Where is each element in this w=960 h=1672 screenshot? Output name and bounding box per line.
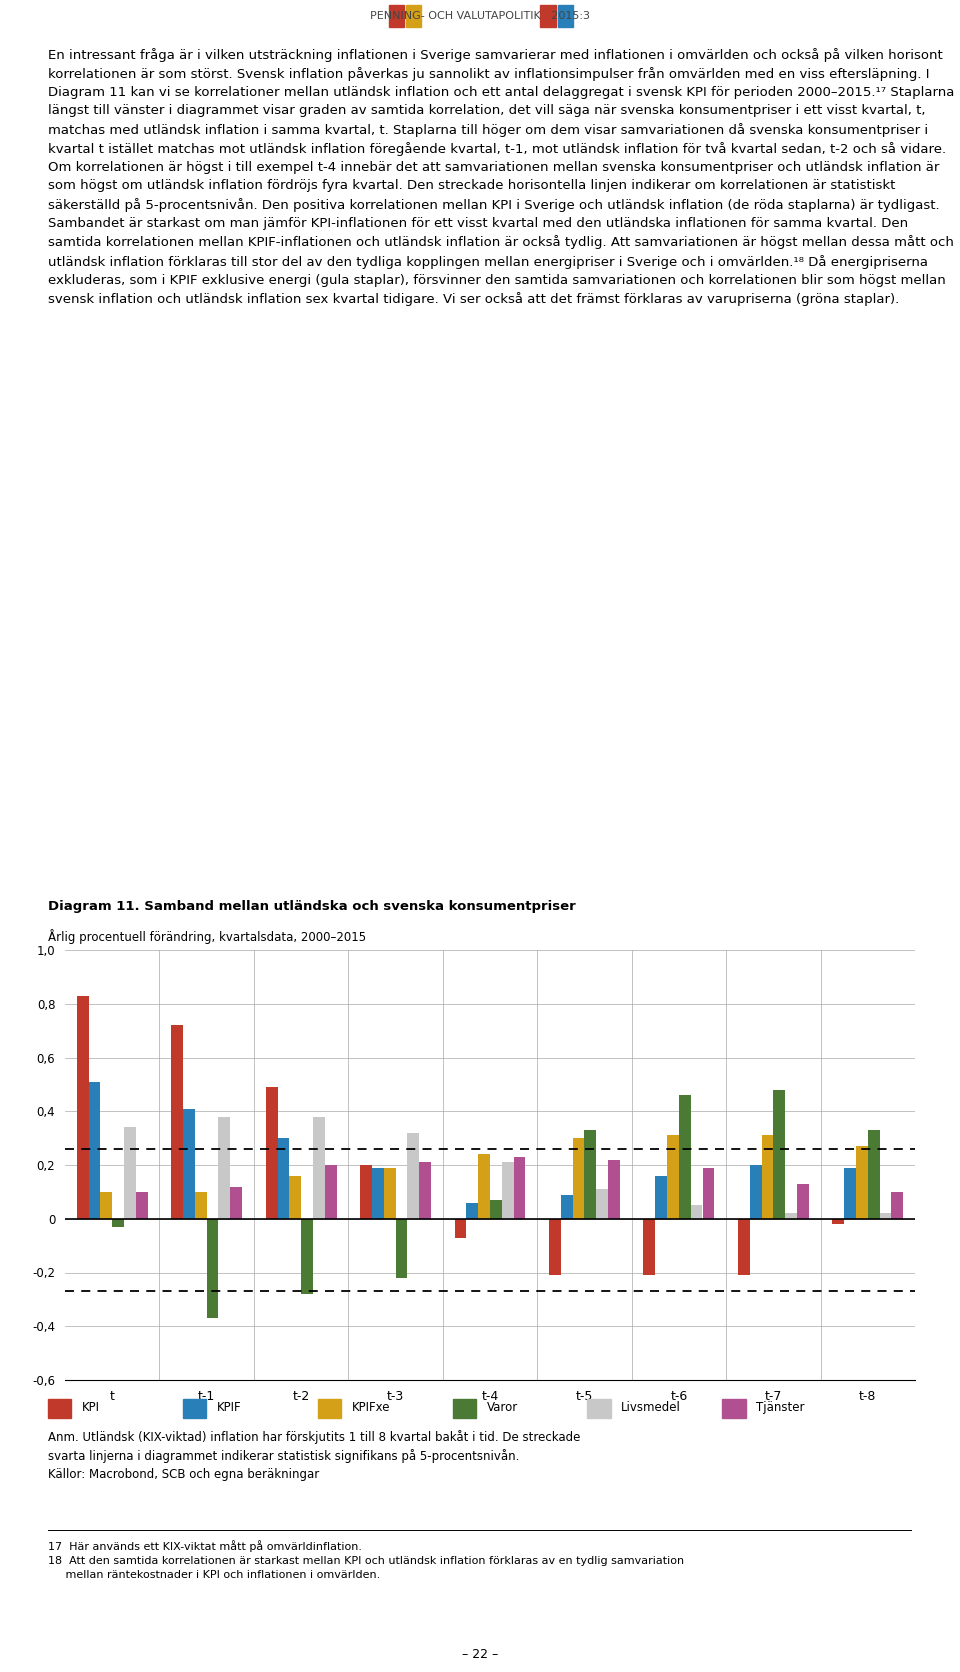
Bar	[490, 1200, 502, 1219]
Bar	[88, 1082, 101, 1219]
Bar	[277, 1139, 289, 1219]
Bar	[761, 1135, 774, 1219]
Bar	[643, 1219, 656, 1276]
Bar	[585, 1130, 596, 1219]
FancyBboxPatch shape	[406, 5, 421, 27]
Bar	[856, 1147, 868, 1219]
Bar	[722, 1399, 746, 1418]
Bar	[452, 1399, 476, 1418]
Bar	[135, 1192, 148, 1219]
Text: KPIF: KPIF	[217, 1401, 241, 1415]
Bar	[797, 1184, 808, 1219]
Bar	[182, 1399, 206, 1418]
Bar	[219, 1117, 230, 1219]
Bar	[514, 1157, 525, 1219]
Bar	[690, 1206, 703, 1219]
Text: En intressant fråga är i vilken utsträckning inflationen i Sverige samvarierar m: En intressant fråga är i vilken utsträck…	[48, 48, 954, 306]
Bar	[667, 1135, 679, 1219]
Bar	[879, 1214, 892, 1219]
Bar	[420, 1162, 431, 1219]
Bar	[785, 1214, 797, 1219]
Bar	[561, 1194, 572, 1219]
Text: Livsmedel: Livsmedel	[621, 1401, 682, 1415]
Bar	[703, 1167, 714, 1219]
Bar	[266, 1087, 277, 1219]
Bar	[679, 1095, 690, 1219]
Bar	[372, 1167, 384, 1219]
Bar	[396, 1219, 407, 1277]
Bar	[206, 1219, 219, 1318]
Text: KPIFxe: KPIFxe	[351, 1401, 390, 1415]
Bar	[832, 1219, 844, 1224]
Text: Anm. Utländsk (KIX-viktad) inflation har förskjutits 1 till 8 kvartal bakåt i ti: Anm. Utländsk (KIX-viktad) inflation har…	[48, 1430, 581, 1481]
Bar	[101, 1192, 112, 1219]
Bar	[407, 1132, 420, 1219]
Bar	[596, 1189, 608, 1219]
Bar	[360, 1165, 372, 1219]
FancyBboxPatch shape	[389, 5, 404, 27]
FancyBboxPatch shape	[558, 5, 573, 27]
Bar	[313, 1117, 324, 1219]
Bar	[588, 1399, 611, 1418]
Bar	[230, 1187, 242, 1219]
Bar	[656, 1175, 667, 1219]
Bar	[868, 1130, 879, 1219]
Text: Diagram 11. Samband mellan utländska och svenska konsumentpriser: Diagram 11. Samband mellan utländska och…	[48, 900, 576, 913]
Bar	[301, 1219, 313, 1294]
Bar	[549, 1219, 561, 1276]
Bar	[478, 1154, 490, 1219]
Bar	[608, 1160, 620, 1219]
Bar	[455, 1219, 467, 1237]
Bar	[48, 1399, 71, 1418]
Bar	[124, 1127, 135, 1219]
Text: PENNING- OCH VALUTAPOLITIK   2015:3: PENNING- OCH VALUTAPOLITIK 2015:3	[370, 12, 590, 22]
Bar	[750, 1165, 761, 1219]
FancyBboxPatch shape	[540, 5, 556, 27]
Bar	[738, 1219, 750, 1276]
Bar	[502, 1162, 514, 1219]
Bar	[171, 1025, 183, 1219]
Bar	[774, 1090, 785, 1219]
Bar	[183, 1109, 195, 1219]
Text: – 22 –: – 22 –	[462, 1647, 498, 1660]
Bar	[892, 1192, 903, 1219]
Bar	[384, 1167, 396, 1219]
Text: KPI: KPI	[82, 1401, 100, 1415]
Bar	[324, 1165, 337, 1219]
Bar	[467, 1202, 478, 1219]
Bar	[289, 1175, 301, 1219]
Text: Varor: Varor	[487, 1401, 517, 1415]
Text: Tjänster: Tjänster	[756, 1401, 804, 1415]
Bar	[112, 1219, 124, 1227]
Bar	[318, 1399, 341, 1418]
Bar	[77, 997, 88, 1219]
Bar	[195, 1192, 206, 1219]
Bar	[572, 1139, 585, 1219]
Text: 17  Här används ett KIX-viktat mått på omvärldinflation.
18  Att den samtida kor: 17 Här används ett KIX-viktat mått på om…	[48, 1540, 684, 1580]
Text: Årlig procentuell förändring, kvartalsdata, 2000–2015: Årlig procentuell förändring, kvartalsda…	[48, 930, 366, 945]
Bar	[844, 1167, 856, 1219]
